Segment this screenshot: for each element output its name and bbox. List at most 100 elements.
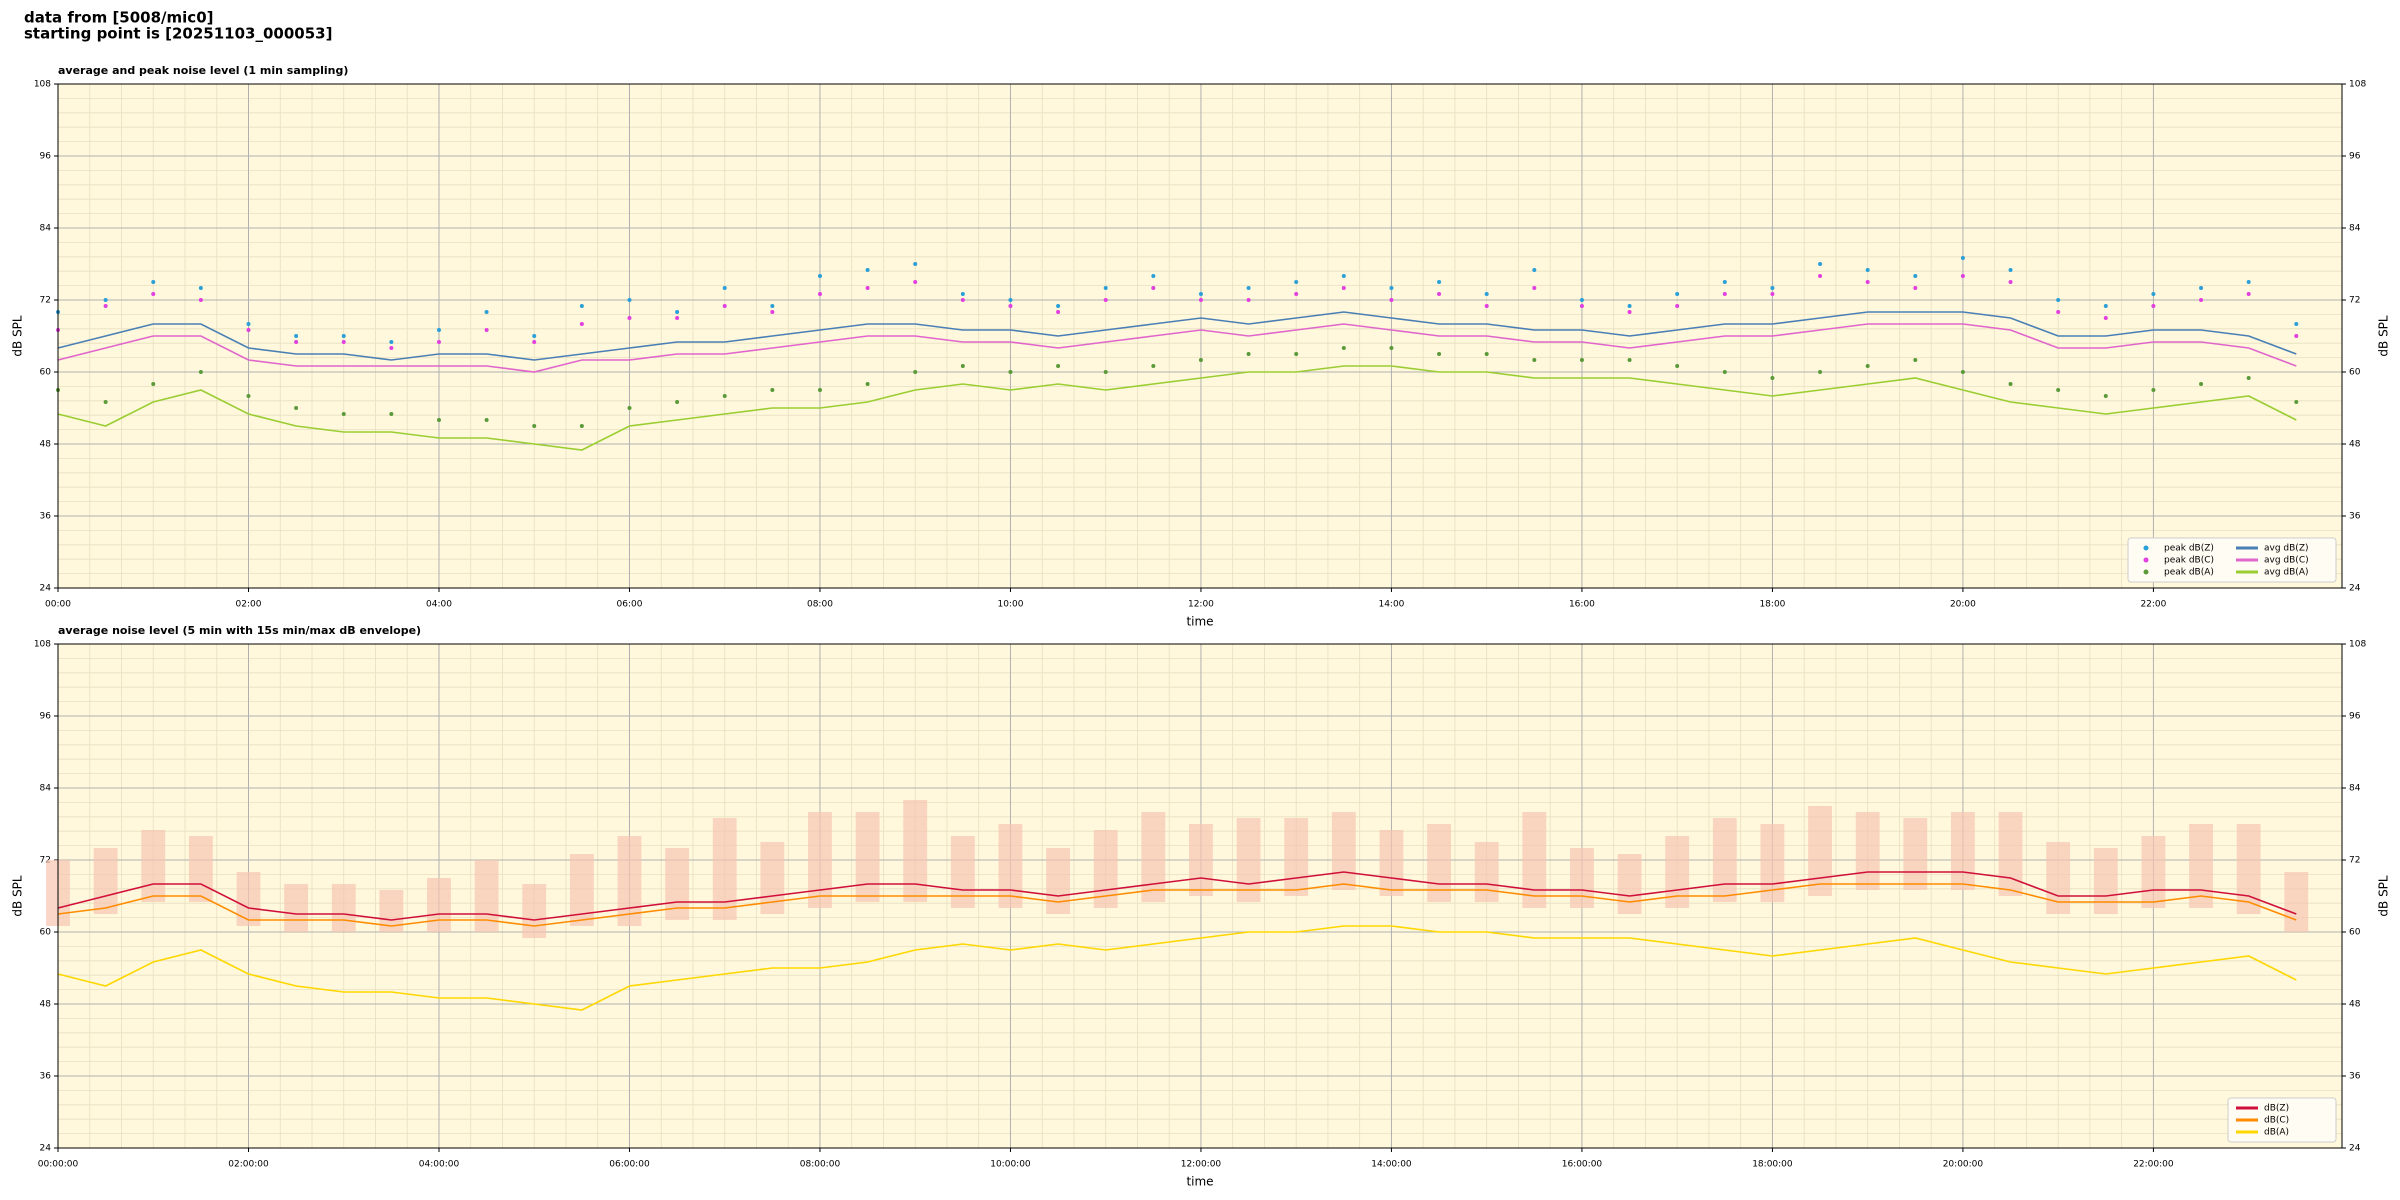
peak-dot [675, 316, 680, 320]
peak-dot [579, 304, 584, 308]
peak-dot [1008, 370, 1013, 374]
legend-label: dB(C) [2264, 1116, 2289, 1126]
peak-dot [1056, 310, 1061, 314]
peak-dot [1008, 304, 1013, 308]
series-line [57, 871, 2297, 921]
peak-dot [1389, 286, 1394, 290]
legend-label: peak dB(A) [2164, 568, 2214, 578]
peak-dot [294, 340, 299, 344]
peak-dot [2199, 382, 2204, 386]
peak-dot [1056, 304, 1061, 308]
peak-dot [1484, 352, 1489, 356]
peak-dot [1103, 370, 1108, 374]
header-line: starting point is [20251103_000053] [24, 25, 332, 43]
x-tick-label: 22:00:00 [2133, 1160, 2174, 1170]
x-tick-label: 12:00 [1188, 600, 1214, 610]
legend-marker [2143, 545, 2149, 551]
peak-dot [627, 406, 632, 410]
peak-dot [2056, 388, 2061, 392]
peak-dot [484, 328, 489, 332]
peak-dot [2151, 292, 2156, 296]
x-tick-label: 02:00 [236, 600, 262, 610]
peak-dot [389, 346, 394, 350]
peak-dot [1341, 274, 1346, 278]
envelope-band [712, 818, 737, 920]
peak-dot [1675, 292, 1680, 296]
chart-title: average and peak noise level (1 min samp… [58, 64, 348, 77]
y-tick-label: 96 [2349, 712, 2361, 722]
y-tick-label: 72 [2349, 856, 2360, 866]
plot-frame [57, 83, 2343, 589]
peak-dot [1722, 292, 1727, 296]
envelope-band [1141, 812, 1166, 902]
peak-dot [1246, 298, 1251, 302]
envelope-band [427, 878, 451, 932]
y-axis-label: dB SPL [2377, 315, 2391, 357]
y-tick-label: 48 [2349, 1000, 2361, 1010]
y-tick-label: 24 [40, 1144, 52, 1154]
envelope-band [1236, 818, 1261, 902]
peak-dot [1913, 358, 1918, 362]
envelope-band [331, 884, 356, 932]
envelope-band [93, 848, 118, 914]
y-tick-label: 84 [40, 784, 52, 794]
y-tick-label: 84 [2349, 784, 2361, 794]
peak-dot [294, 334, 299, 338]
y-tick-label: 36 [2349, 512, 2361, 522]
x-tick-label: 20:00 [1950, 600, 1976, 610]
envelope-band [284, 884, 309, 932]
envelope-band [1998, 812, 2023, 896]
peak-dot [1151, 286, 1156, 290]
peak-dot [2294, 400, 2299, 404]
series-line [57, 323, 2297, 373]
peak-dot [2246, 376, 2251, 380]
envelope-band [1522, 812, 1547, 908]
x-tick-label: 12:00:00 [1181, 1160, 1222, 1170]
y-tick-label: 72 [40, 856, 51, 866]
chart-title: average noise level (5 min with 15s min/… [58, 624, 421, 637]
y-axis-label: dB SPL [11, 315, 25, 357]
peak-dot [1627, 310, 1632, 314]
y-tick-label: 24 [2349, 1144, 2361, 1154]
peak-dot [1008, 298, 1013, 302]
peak-dot [913, 370, 918, 374]
peak-dot [1770, 286, 1775, 290]
envelope-band [141, 830, 166, 902]
envelope-band [1712, 818, 1737, 902]
envelope-band [1617, 854, 1642, 914]
peak-dot [1246, 352, 1251, 356]
peak-dot [1246, 286, 1251, 290]
peak-dot [770, 388, 775, 392]
peak-dot [722, 304, 727, 308]
peak-dot [1532, 268, 1537, 272]
envelope-band [1855, 812, 1880, 890]
peak-dot [198, 298, 203, 302]
peak-dot [1437, 292, 1442, 296]
x-tick-label: 02:00:00 [228, 1160, 269, 1170]
peak-dot [2151, 388, 2156, 392]
peak-dot [1389, 298, 1394, 302]
envelope-band [236, 872, 261, 926]
x-tick-label: 00:00 [45, 600, 71, 610]
peak-dot [532, 424, 537, 428]
x-tick-label: 16:00:00 [1562, 1160, 1603, 1170]
peak-dot [484, 418, 489, 422]
legend-label: avg dB(A) [2264, 568, 2308, 578]
y-tick-label: 36 [2349, 1072, 2361, 1082]
envelope-band [2093, 848, 2118, 914]
x-axis-label: time [1186, 1175, 1213, 1189]
peak-dot [865, 268, 870, 272]
peak-dot [389, 340, 394, 344]
peak-dot [246, 394, 251, 398]
x-tick-label: 14:00:00 [1371, 1160, 1412, 1170]
x-tick-label: 04:00 [426, 600, 452, 610]
peak-dot [1389, 346, 1394, 350]
envelope-band [998, 824, 1023, 908]
peak-dot [1579, 298, 1584, 302]
peak-dot [151, 280, 156, 284]
peak-dot [2246, 280, 2251, 284]
peak-dot [1913, 274, 1918, 278]
legend-label: dB(Z) [2264, 1104, 2289, 1114]
peak-dot [1770, 292, 1775, 296]
